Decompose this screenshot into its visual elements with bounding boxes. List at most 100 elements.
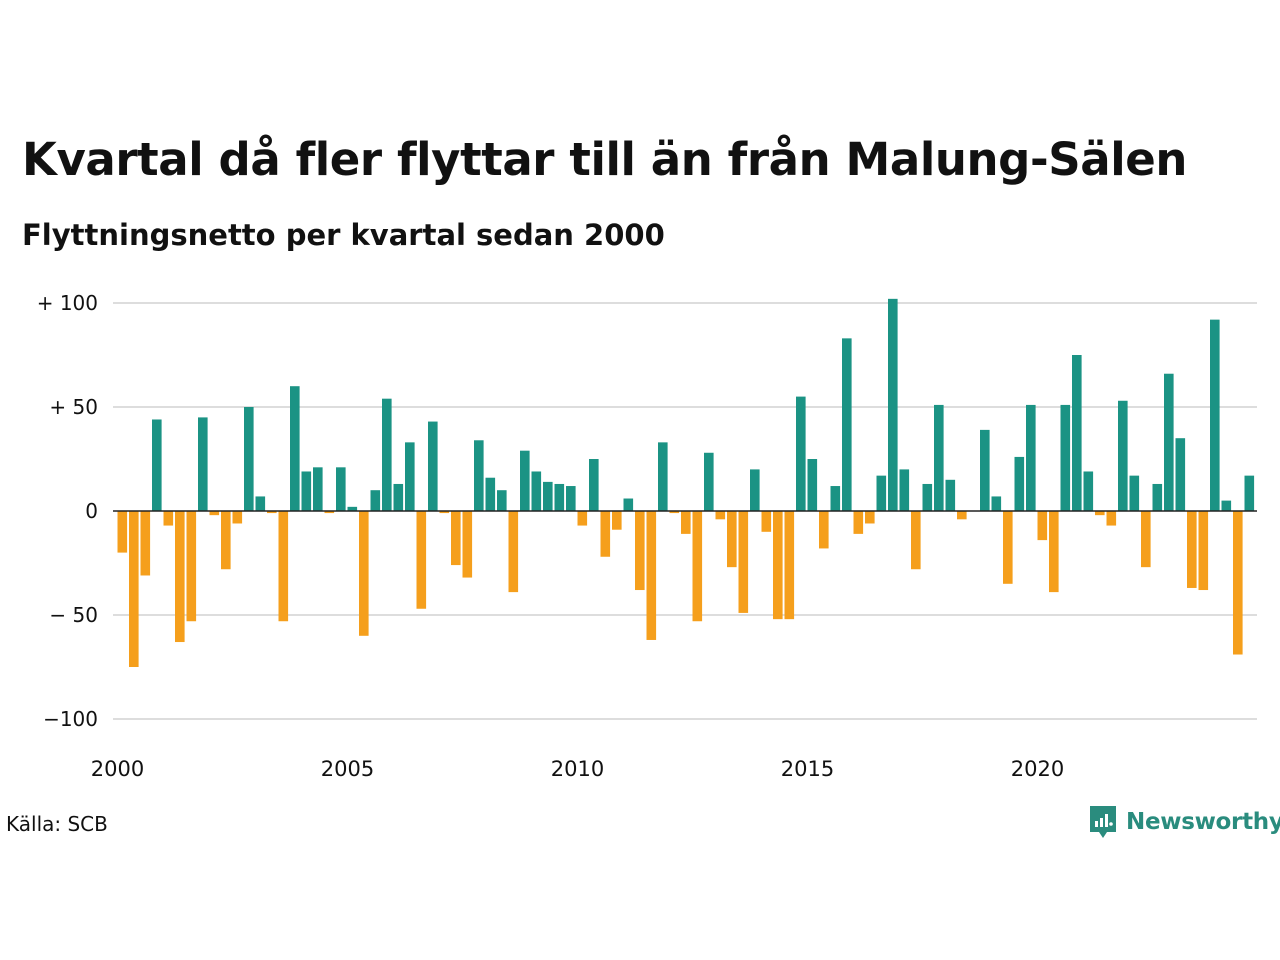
bar — [681, 511, 691, 534]
bar — [405, 442, 415, 511]
bar — [520, 450, 530, 511]
bar — [209, 511, 220, 516]
bar — [1244, 475, 1255, 511]
bar — [727, 511, 737, 568]
bar — [922, 483, 933, 511]
bar — [485, 477, 496, 511]
bar — [278, 511, 289, 622]
bar — [531, 471, 542, 511]
bar — [370, 490, 381, 511]
x-tick-label: 2015 — [781, 757, 834, 781]
bar — [1003, 511, 1013, 584]
bar — [865, 511, 875, 524]
x-tick-label: 2020 — [1011, 757, 1064, 781]
bar — [140, 511, 151, 576]
bar-chart-speech-bubble-icon — [1090, 806, 1116, 838]
bar — [508, 511, 519, 593]
bar — [1118, 400, 1128, 511]
bar — [980, 429, 990, 511]
bar — [186, 511, 197, 622]
bar — [393, 483, 404, 511]
bar — [324, 511, 335, 514]
bar — [876, 475, 887, 511]
y-tick-label: − 50 — [49, 603, 98, 627]
bar — [416, 511, 427, 609]
bar — [991, 496, 1002, 511]
y-tick-label: −100 — [43, 707, 98, 731]
bar — [439, 511, 450, 514]
bar — [497, 490, 507, 511]
bar — [336, 467, 346, 511]
bar — [1129, 475, 1140, 511]
bar — [888, 298, 898, 511]
bar — [646, 511, 657, 640]
bar — [807, 459, 818, 511]
y-tick-label: + 50 — [49, 395, 98, 419]
bar — [796, 396, 806, 511]
bar — [1014, 456, 1025, 511]
bar — [163, 511, 174, 526]
bar — [221, 511, 231, 570]
bar — [1164, 373, 1174, 511]
bar — [945, 479, 956, 511]
bar — [1210, 319, 1220, 511]
bar — [750, 469, 760, 511]
bar — [152, 419, 162, 511]
bar — [1198, 511, 1209, 591]
bar — [692, 511, 703, 622]
bar — [313, 467, 323, 511]
newsworthy-logo: Newsworthy — [1088, 802, 1280, 842]
bar — [899, 469, 910, 511]
bar — [462, 511, 473, 578]
bar — [704, 452, 714, 511]
bar — [830, 486, 841, 511]
bar — [554, 483, 565, 511]
bar — [175, 511, 185, 643]
bar — [1175, 438, 1186, 511]
bar — [1152, 483, 1163, 511]
bar — [244, 407, 254, 511]
x-axis-labels: 2000 2005 2010 2015 2020 — [91, 757, 1064, 781]
bar — [934, 404, 944, 511]
bar — [1233, 511, 1243, 655]
bar — [738, 511, 749, 613]
bar — [658, 442, 668, 511]
bar — [1060, 404, 1071, 511]
bar — [957, 511, 967, 520]
bar — [267, 511, 277, 514]
x-tick-label: 2010 — [551, 757, 604, 781]
x-tick-label: 2000 — [91, 757, 144, 781]
bar — [1072, 355, 1082, 511]
bar — [1083, 471, 1094, 511]
bar — [117, 511, 128, 553]
bar — [1026, 404, 1036, 511]
bar — [635, 511, 645, 591]
logo-text: Newsworthy — [1126, 809, 1280, 835]
bar — [577, 511, 588, 526]
bar — [819, 511, 829, 549]
bar — [232, 511, 243, 524]
bar — [474, 440, 484, 511]
bar — [623, 498, 634, 511]
bar — [853, 511, 864, 534]
chart-subtitle: Flyttningsnetto per kvartal sedan 2000 — [22, 218, 665, 252]
bar — [382, 398, 392, 511]
bars — [117, 298, 1255, 667]
bar — [451, 511, 461, 566]
bar — [1049, 511, 1059, 593]
bar — [543, 481, 553, 511]
bar — [359, 511, 369, 636]
bar — [428, 421, 438, 511]
bar — [761, 511, 772, 532]
bar — [198, 417, 208, 511]
bar-chart: + 100 + 50 0 − 50 −100 2000 2005 2010 2015 2020 — [37, 291, 1257, 781]
bar — [1187, 511, 1197, 588]
bar — [1141, 511, 1151, 568]
bar — [129, 511, 139, 667]
bar — [290, 386, 300, 511]
chart-title: Kvartal då fler flyttar till än från Mal… — [22, 133, 1187, 186]
bar — [842, 338, 852, 511]
bar — [255, 496, 266, 511]
bar — [600, 511, 611, 557]
bar — [669, 511, 680, 514]
